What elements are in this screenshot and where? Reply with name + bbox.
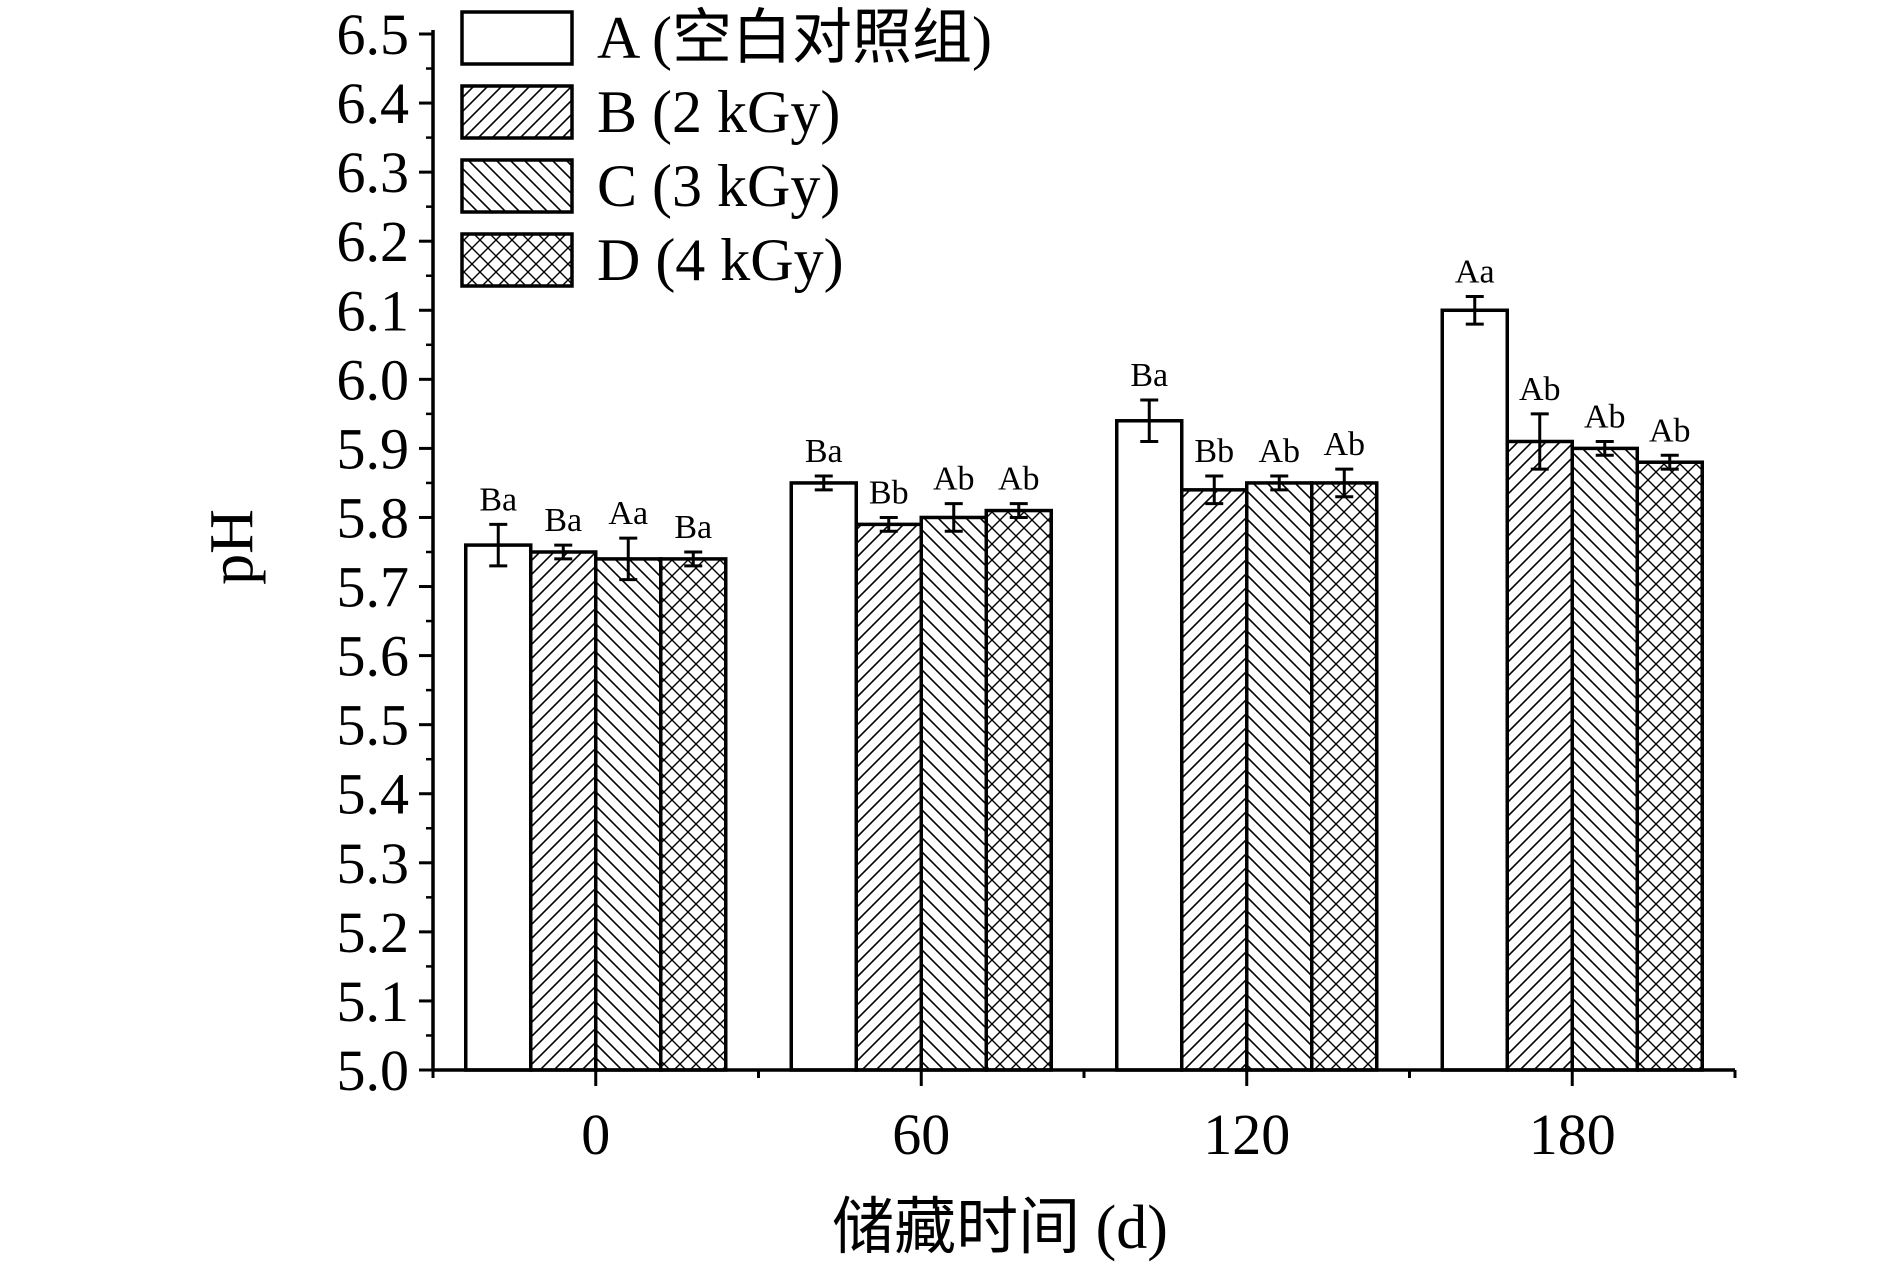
- significance-label: Bb: [869, 474, 909, 511]
- plot-area: Ba Ba Ba Aa Ba Bb Bb Ab Aa Ab Ab Ab Ba Ab Ab Ab: [464, 253, 1704, 1072]
- error-bar: [1595, 439, 1614, 457]
- error-bar: [1140, 398, 1159, 443]
- y-tick-label: 6.0: [337, 347, 410, 412]
- significance-label: Ba: [544, 502, 582, 539]
- legend-label: C (3 kGy): [597, 153, 840, 219]
- bar-d-0: [659, 557, 728, 1072]
- y-tick-label: 5.2: [337, 900, 410, 965]
- significance-label: Ab: [1519, 371, 1561, 408]
- bar-c-60: [919, 515, 988, 1072]
- bar-d-60: [984, 508, 1053, 1072]
- significance-label: Ab: [998, 461, 1040, 498]
- y-tick-label: 6.4: [337, 71, 410, 136]
- significance-label: Ab: [1649, 412, 1691, 449]
- y-tick-label: 6.1: [337, 278, 410, 343]
- x-tick-label: 180: [1529, 1102, 1616, 1167]
- x-tick-label: 120: [1203, 1102, 1290, 1167]
- bar-a-120: [1115, 419, 1184, 1072]
- bar-a-180: [1440, 308, 1509, 1072]
- error-bar: [554, 543, 573, 561]
- axes: 5.05.15.25.35.45.55.65.75.85.96.06.16.26…: [337, 2, 1737, 1167]
- y-tick-label: 5.8: [337, 485, 410, 550]
- bar-b-60: [854, 522, 923, 1072]
- legend: A (空白对照组) B (2 kGy) C (3 kGy) D (4 kGy): [460, 5, 992, 293]
- bar-b-180: [1505, 439, 1574, 1072]
- error-bar: [619, 536, 638, 582]
- y-tick-label: 5.9: [337, 416, 410, 481]
- significance-label: Aa: [1455, 253, 1495, 290]
- bar-d-180: [1635, 460, 1704, 1072]
- error-bar: [1530, 412, 1549, 471]
- bar-a-60: [789, 481, 858, 1072]
- bar-b-120: [1180, 488, 1249, 1072]
- y-tick-label: 5.6: [337, 624, 410, 689]
- error-bar: [814, 474, 833, 492]
- error-bar: [684, 550, 703, 568]
- legend-item: A (空白对照组): [460, 5, 992, 71]
- legend-item: C (3 kGy): [460, 153, 840, 219]
- x-tick-label: 0: [581, 1102, 610, 1167]
- y-axis-title: pH: [198, 509, 266, 585]
- error-bar: [1465, 294, 1484, 326]
- y-tick-label: 5.1: [337, 969, 410, 1034]
- y-tick-label: 5.3: [337, 831, 410, 896]
- significance-label: Ba: [805, 433, 843, 470]
- legend-label: A (空白对照组): [597, 5, 992, 71]
- significance-label: Ba: [1130, 357, 1168, 394]
- error-bar: [1009, 502, 1028, 519]
- error-bar: [1270, 474, 1289, 492]
- error-bar: [1660, 453, 1679, 471]
- y-tick-label: 6.3: [337, 140, 410, 205]
- error-bar: [944, 502, 963, 533]
- significance-label: Ab: [1258, 433, 1300, 470]
- legend-swatch: [460, 232, 574, 288]
- legend-label: D (4 kGy): [597, 227, 844, 293]
- legend-swatch: [460, 84, 574, 140]
- legend-item: D (4 kGy): [460, 227, 844, 293]
- y-tick-label: 6.5: [337, 2, 410, 67]
- x-tick-label: 60: [892, 1102, 950, 1167]
- legend-item: B (2 kGy): [460, 79, 840, 145]
- y-tick-label: 6.2: [337, 209, 410, 274]
- error-bar: [1205, 474, 1224, 506]
- significance-label: Aa: [608, 495, 648, 532]
- legend-swatch: [460, 10, 574, 66]
- legend-label: B (2 kGy): [597, 79, 840, 145]
- legend-swatch: [460, 158, 574, 214]
- y-tick-label: 5.0: [337, 1038, 410, 1103]
- error-bar: [879, 515, 898, 533]
- error-bar: [489, 522, 508, 568]
- y-tick-label: 5.4: [337, 762, 410, 827]
- significance-label: Ba: [674, 509, 712, 546]
- bar-d-120: [1310, 481, 1379, 1072]
- bar-c-0: [594, 557, 663, 1072]
- significance-label: Bb: [1194, 433, 1234, 470]
- x-axis-title: 储藏时间 (d): [832, 1194, 1168, 1262]
- significance-label: Ab: [933, 461, 975, 498]
- y-tick-label: 5.7: [337, 555, 410, 620]
- bar-b-0: [529, 550, 598, 1072]
- bar-a-0: [464, 543, 533, 1072]
- significance-label: Ba: [479, 481, 517, 518]
- y-tick-label: 5.5: [337, 693, 410, 758]
- significance-label: Ab: [1584, 398, 1626, 435]
- error-bar: [1335, 467, 1354, 499]
- bar-c-180: [1570, 446, 1639, 1072]
- significance-label: Ab: [1323, 426, 1365, 463]
- bar-c-120: [1245, 481, 1314, 1072]
